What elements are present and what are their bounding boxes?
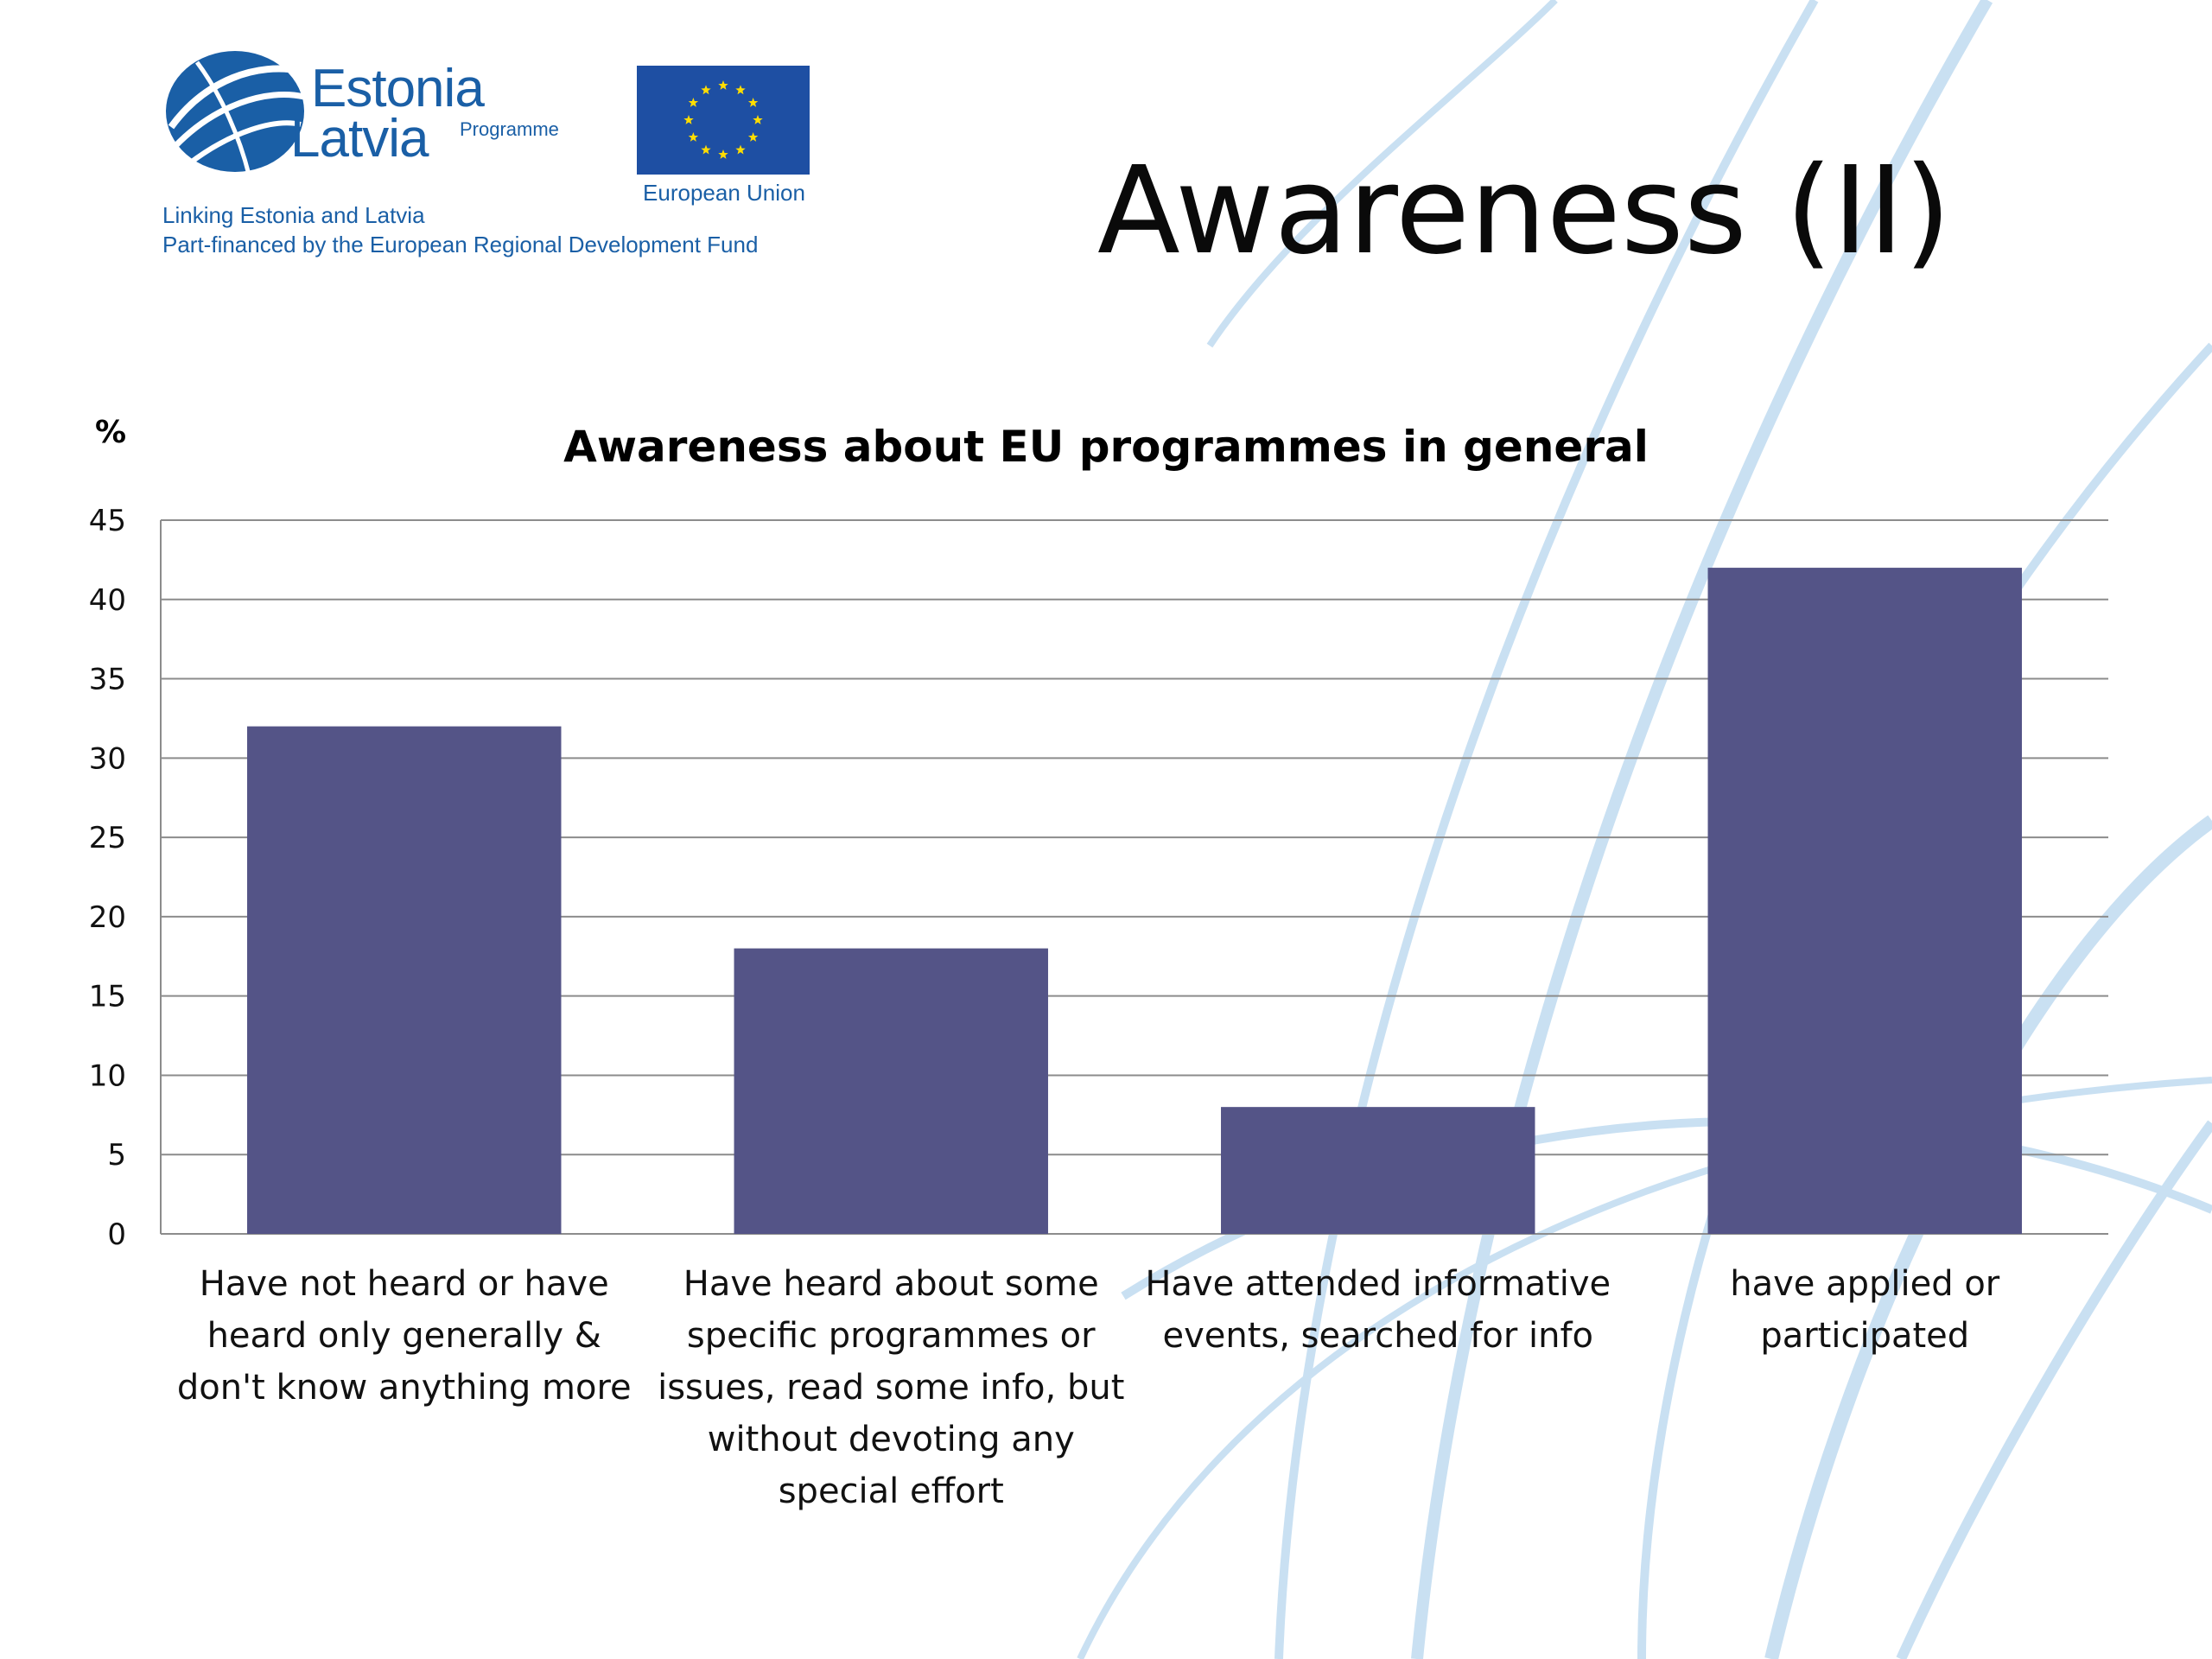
- x-category-label-line: without devoting any: [707, 1420, 1075, 1459]
- x-category-label-line: issues, read some info, but: [658, 1368, 1125, 1408]
- logo-word-latvia: Latvia: [290, 109, 429, 168]
- eu-star-icon: [683, 115, 694, 124]
- x-category-label: Have attended informative events, searche…: [1141, 1258, 1615, 1362]
- x-category-label-line: events, searched for info: [1162, 1316, 1593, 1356]
- y-tick-label: 10: [89, 1058, 126, 1093]
- x-category-label-line: Have not heard or have: [199, 1264, 609, 1304]
- x-category-label-line: special effort: [778, 1471, 1004, 1511]
- eu-star-icon: [688, 98, 699, 107]
- x-category-label: have applied or participated: [1628, 1258, 2101, 1362]
- x-category-label-line: heard only generally &: [207, 1316, 601, 1356]
- eu-star-icon: [735, 85, 746, 95]
- y-axis-unit-label: %: [95, 415, 126, 450]
- y-tick-label: 0: [107, 1217, 126, 1252]
- y-axis-ticks: 0 5 10 15 20 25 30 35 40 45: [89, 504, 126, 1252]
- eu-flag-caption: European Union: [643, 180, 805, 206]
- logo-tagline: Linking Estonia and Latvia: [162, 202, 425, 228]
- bars: [247, 568, 2022, 1234]
- eu-star-icon: [701, 85, 711, 95]
- y-tick-label: 15: [89, 980, 126, 1014]
- x-category-label: Have not heard or have heard only general…: [168, 1258, 641, 1414]
- eu-star-icon: [735, 144, 746, 155]
- logo-word-programme: Programme: [460, 118, 559, 140]
- bar: [734, 948, 1048, 1234]
- eu-star-icon: [718, 149, 728, 159]
- logo-funding-note: Part-financed by the European Regional D…: [162, 232, 759, 257]
- y-tick-label: 40: [89, 583, 126, 618]
- x-category-label-line: participated: [1760, 1316, 1970, 1356]
- x-category-label-line: have applied or: [1730, 1264, 2000, 1304]
- chart-title: Awareness about EU programmes in general: [563, 422, 1649, 472]
- eu-flag-icon: [637, 66, 810, 175]
- x-category-label: Have heard about some specific programmes…: [654, 1258, 1128, 1517]
- bar: [1221, 1107, 1535, 1234]
- eu-star-icon: [747, 98, 759, 107]
- bar: [247, 726, 562, 1234]
- x-category-label-line: Have heard about some: [683, 1264, 1099, 1304]
- logo-word-estonia: Estonia: [311, 59, 485, 118]
- x-category-label-line: Have attended informative: [1145, 1264, 1611, 1304]
- eu-star-icon: [753, 115, 763, 124]
- y-tick-label: 20: [89, 900, 126, 935]
- bar: [1707, 568, 2022, 1234]
- y-tick-label: 30: [89, 741, 126, 776]
- globe-swirl-logo-icon: [166, 51, 305, 175]
- eu-star-icon: [701, 144, 711, 155]
- eu-star-icon: [747, 132, 759, 142]
- y-tick-label: 45: [89, 504, 126, 538]
- eu-star-icon: [718, 80, 728, 90]
- y-tick-label: 35: [89, 663, 126, 697]
- x-category-label-line: specific programmes or: [686, 1316, 1096, 1356]
- slide-title: Awareness (II): [1097, 141, 1952, 282]
- y-tick-label: 5: [107, 1138, 126, 1173]
- y-tick-label: 25: [89, 821, 126, 855]
- x-category-label-line: don't know anything more: [176, 1368, 632, 1408]
- eu-star-icon: [688, 132, 699, 142]
